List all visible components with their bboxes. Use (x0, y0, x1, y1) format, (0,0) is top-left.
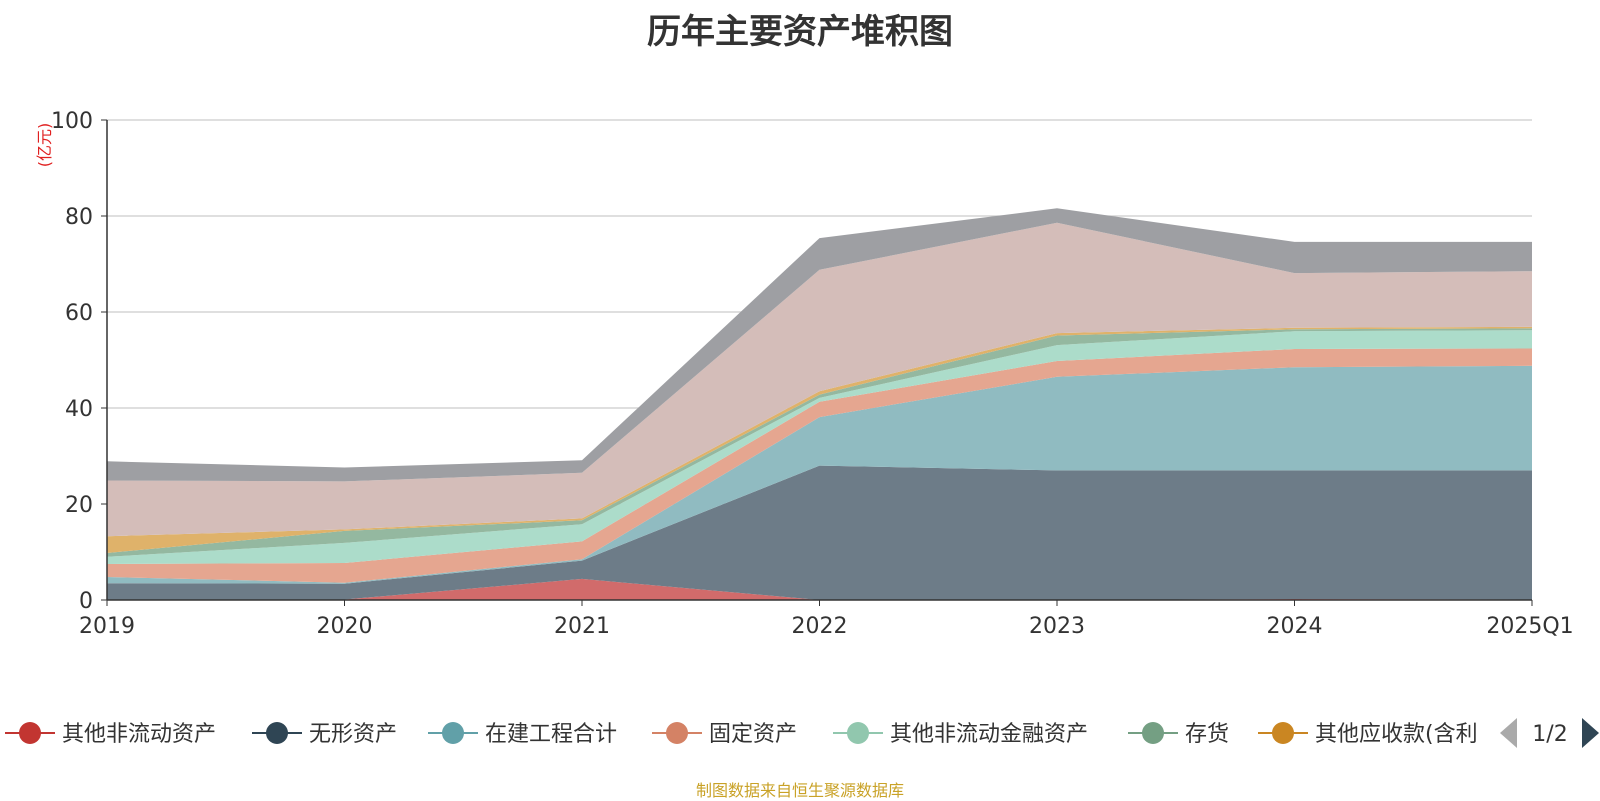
legend-marker (666, 722, 688, 744)
area-series-3 (107, 365, 1532, 584)
legend-marker (847, 722, 869, 744)
legend-marker (266, 722, 288, 744)
y-tick-label: 20 (65, 493, 93, 518)
legend-marker (1272, 722, 1294, 744)
legend-label: 其他非流动资产 (62, 722, 216, 747)
legend-page-indicator: 1/2 (1532, 722, 1567, 747)
x-tick-label: 2024 (1267, 614, 1323, 639)
chart-title: 历年主要资产堆积图 (647, 12, 953, 52)
y-tick-label: 60 (65, 301, 93, 326)
y-tick-label: 100 (51, 109, 93, 134)
legend-item[interactable]: 其他应收款(含利 (1258, 722, 1478, 747)
y-tick-label: 40 (65, 397, 93, 422)
y-axis-unit-label: (亿元) (35, 123, 54, 168)
x-tick-label: 2021 (554, 614, 610, 639)
legend-label: 其他应收款(含利 (1315, 722, 1478, 747)
legend-item[interactable]: 无形资产 (252, 722, 397, 747)
legend-item[interactable]: 固定资产 (652, 722, 797, 747)
x-tick-label: 2023 (1029, 614, 1085, 639)
x-tick-label: 2019 (79, 614, 135, 639)
area-series-9 (107, 208, 1532, 482)
legend-next-arrow-icon[interactable] (1582, 718, 1599, 748)
x-tick-label: 2022 (792, 614, 848, 639)
legend-prev-arrow-icon[interactable] (1500, 718, 1517, 748)
area-series-1 (107, 578, 1532, 600)
legend-label: 存货 (1185, 722, 1229, 747)
legend-item[interactable]: 存货 (1128, 722, 1229, 747)
x-tick-label: 2025Q1 (1486, 614, 1573, 639)
y-tick-label: 0 (79, 589, 93, 614)
area-series (107, 208, 1532, 600)
legend-label: 其他非流动金融资产 (890, 722, 1088, 747)
legend-label: 无形资产 (309, 722, 397, 747)
legend-label: 在建工程合计 (485, 722, 617, 747)
legend-label: 固定资产 (709, 722, 797, 747)
axes: 0 20 40 60 80 100 2019 2020 2021 2022 2023 2024 2025… (51, 109, 1574, 639)
legend-marker (442, 722, 464, 744)
legend-marker (19, 722, 41, 744)
area-series-2 (107, 465, 1532, 600)
legend: 其他非流动资产 无形资产 在建工程合计 固定资产 其他非流动金融资产 存货 其他应收款(含利… (5, 718, 1599, 748)
legend-item[interactable]: 其他非流动资产 (5, 722, 216, 747)
area-series-8 (107, 222, 1532, 537)
legend-item[interactable]: 在建工程合计 (428, 722, 617, 747)
legend-marker (1142, 722, 1164, 744)
legend-item[interactable]: 其他非流动金融资产 (833, 722, 1088, 747)
x-tick-label: 2020 (317, 614, 373, 639)
data-source-note: 制图数据来自恒生聚源数据库 (695, 781, 904, 800)
y-tick-label: 80 (65, 205, 93, 230)
